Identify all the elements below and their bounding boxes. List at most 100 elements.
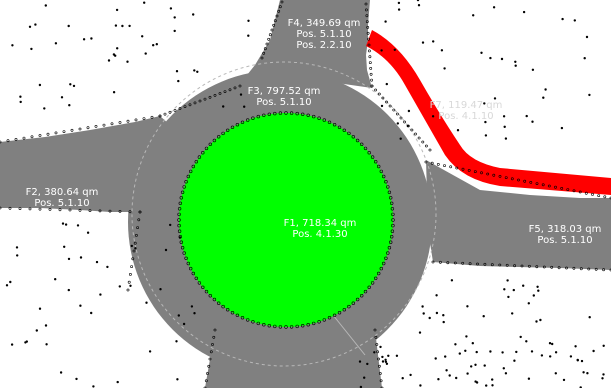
survey-point <box>209 350 213 354</box>
survey-point <box>204 289 209 294</box>
survey-point <box>395 112 399 116</box>
survey-point <box>474 363 477 366</box>
area-f7-highlight-path[interactable] <box>366 30 611 195</box>
survey-point <box>262 51 266 55</box>
survey-point <box>592 349 595 353</box>
survey-point <box>465 335 468 338</box>
survey-point <box>207 364 211 368</box>
survey-point <box>505 263 509 267</box>
label-f3-area: F3, 797.52 qm <box>247 86 321 97</box>
survey-point <box>504 137 508 140</box>
survey-point <box>542 265 546 269</box>
survey-point <box>192 13 195 16</box>
survey-point <box>548 342 552 345</box>
survey-point <box>588 93 591 97</box>
survey-point <box>475 350 478 354</box>
survey-point <box>197 155 202 159</box>
survey-point <box>550 265 554 269</box>
survey-point <box>511 312 514 315</box>
survey-point <box>217 301 221 305</box>
survey-point <box>238 84 242 88</box>
survey-point <box>190 305 194 308</box>
survey-point <box>492 6 496 9</box>
survey-point <box>602 373 605 376</box>
survey-point <box>193 69 196 72</box>
survey-point <box>211 343 214 346</box>
survey-point <box>99 293 102 296</box>
survey-point <box>208 95 212 99</box>
survey-point <box>177 218 181 222</box>
survey-point <box>377 164 381 169</box>
survey-point <box>375 343 379 346</box>
survey-point <box>284 325 288 329</box>
survey-point <box>196 70 199 74</box>
survey-point <box>332 122 337 127</box>
survey-point <box>573 19 576 22</box>
survey-point <box>461 167 465 171</box>
survey-point <box>197 281 202 285</box>
survey-point <box>126 288 130 292</box>
survey-point <box>455 376 458 380</box>
survey-point <box>401 377 404 380</box>
survey-point <box>46 132 50 136</box>
survey-point <box>128 272 132 276</box>
survey-point <box>369 72 373 76</box>
survey-point <box>380 49 383 52</box>
survey-point <box>184 180 188 184</box>
survey-point <box>363 146 368 151</box>
survey-point <box>134 247 137 250</box>
survey-point <box>387 354 390 357</box>
survey-point <box>61 222 65 225</box>
survey-point <box>386 185 390 189</box>
survey-point <box>498 174 502 178</box>
survey-point <box>263 47 267 51</box>
survey-point <box>121 24 124 28</box>
label-f4-area: F4, 349.69 qm <box>287 18 361 29</box>
area-f1-center-island[interactable] <box>179 113 393 327</box>
survey-point <box>385 82 388 86</box>
survey-point <box>473 170 477 174</box>
survey-point <box>246 318 250 322</box>
survey-point <box>177 223 181 228</box>
survey-point <box>306 113 310 118</box>
survey-point <box>240 316 245 320</box>
survey-point <box>484 134 488 137</box>
survey-point <box>503 125 506 129</box>
label-f2-pos1: Pos. 5.1.10 <box>34 198 90 209</box>
survey-point <box>347 131 351 136</box>
survey-point <box>278 325 283 329</box>
survey-point <box>374 160 378 164</box>
survey-point <box>609 196 611 200</box>
survey-point <box>435 294 438 297</box>
label-f3: F3, 797.52 qm Pos. 5.1.10 <box>248 86 321 108</box>
area-f4-north-arm[interactable] <box>235 0 372 90</box>
survey-point <box>360 294 364 298</box>
survey-point <box>60 96 64 99</box>
survey-point <box>386 251 390 255</box>
survey-point <box>233 86 237 90</box>
survey-point <box>177 207 182 211</box>
survey-point <box>560 126 564 130</box>
area-f5-east-arm[interactable] <box>426 160 611 270</box>
survey-point <box>406 124 409 128</box>
survey-point <box>152 43 155 47</box>
survey-point <box>421 305 424 308</box>
survey-point <box>492 173 496 177</box>
survey-point <box>62 245 66 249</box>
survey-point <box>118 285 122 288</box>
survey-point <box>25 340 28 343</box>
survey-point <box>382 261 386 266</box>
survey-point <box>453 261 457 265</box>
survey-point <box>421 41 425 44</box>
survey-point <box>38 307 42 310</box>
survey-point <box>466 372 469 375</box>
survey-point <box>482 315 485 318</box>
survey-point <box>177 229 182 233</box>
survey-point <box>544 88 547 91</box>
survey-point <box>369 67 373 70</box>
survey-point <box>384 180 388 184</box>
survey-point <box>163 112 167 116</box>
survey-point <box>89 311 93 315</box>
survey-point <box>155 42 159 46</box>
